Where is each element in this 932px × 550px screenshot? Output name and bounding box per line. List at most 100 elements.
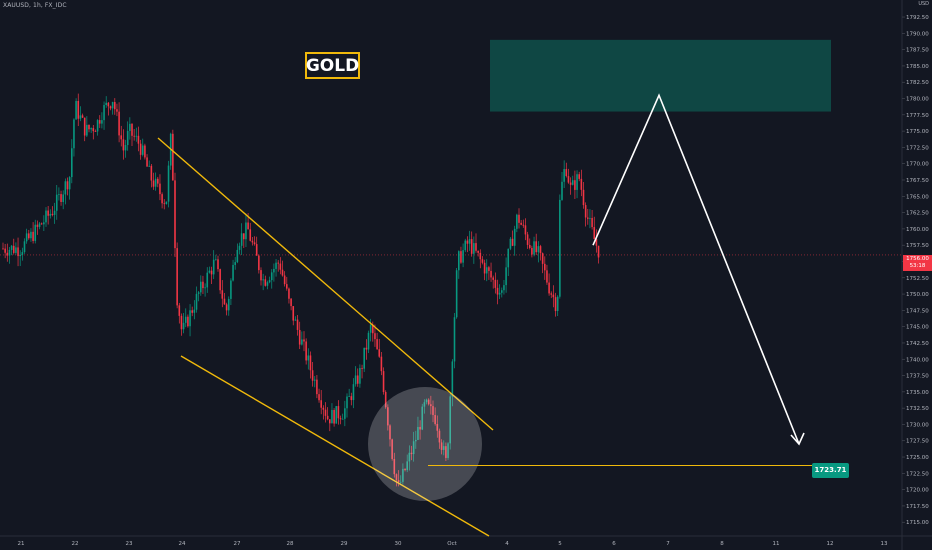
- candle-body: [111, 102, 114, 109]
- candle-body: [53, 210, 56, 215]
- candle-body: [466, 240, 469, 244]
- candle-body: [576, 174, 578, 190]
- candle-body: [337, 406, 340, 419]
- candle-body: [554, 297, 557, 312]
- candle-body: [518, 214, 520, 223]
- candle-body: [571, 180, 574, 185]
- candle-body: [485, 267, 488, 274]
- candle-body: [182, 322, 185, 330]
- candle-body: [389, 425, 391, 440]
- candle-body: [591, 217, 593, 228]
- candle-body: [204, 287, 206, 289]
- candle-body: [210, 270, 213, 275]
- candle-body: [498, 292, 501, 295]
- candle-body: [217, 259, 219, 270]
- candle-body: [187, 316, 189, 327]
- price-tick-label: 1735.00: [906, 390, 929, 396]
- candle-body: [445, 446, 447, 458]
- time-tick-label: 30: [395, 541, 402, 547]
- candle-body: [537, 246, 540, 253]
- candle-body: [376, 339, 378, 350]
- candle-body: [232, 264, 234, 281]
- candle-body: [322, 407, 325, 410]
- price-tick-label: 1745.00: [906, 325, 929, 331]
- candle-body: [51, 213, 54, 215]
- candle-body: [313, 379, 316, 381]
- candle-body: [255, 244, 258, 256]
- candle-body: [240, 233, 243, 246]
- candle-body: [329, 419, 331, 424]
- candle-body: [150, 165, 153, 181]
- price-tick-label: 1742.50: [906, 341, 929, 347]
- candle-body: [522, 224, 525, 226]
- candle-body: [122, 139, 125, 151]
- candle-body: [38, 223, 41, 227]
- candle-body: [238, 245, 241, 250]
- candle-body: [165, 201, 168, 205]
- candle-body: [2, 248, 4, 250]
- candle-body: [541, 253, 544, 264]
- candle-body: [520, 222, 522, 225]
- candle-body: [133, 135, 135, 137]
- candle-body: [550, 293, 553, 295]
- candle-body: [473, 243, 475, 254]
- price-tick-label: 1722.50: [906, 471, 929, 477]
- candle-body: [511, 238, 514, 246]
- candle-body: [369, 324, 372, 333]
- candle-body: [137, 135, 140, 144]
- candle-body: [144, 145, 146, 158]
- candle-body: [533, 241, 535, 255]
- candle-body: [341, 418, 344, 420]
- candle-body: [195, 293, 198, 310]
- candle-body: [215, 259, 217, 261]
- time-tick-label: 21: [18, 541, 25, 547]
- candle-body: [34, 224, 37, 241]
- candle-body: [260, 270, 262, 281]
- candle-body: [346, 396, 348, 409]
- current-price-value: 1756.00: [906, 256, 929, 262]
- candle-body: [539, 246, 542, 254]
- candle-body: [92, 128, 95, 132]
- candle-body: [404, 468, 406, 471]
- price-tick-label: 1730.00: [906, 422, 929, 428]
- price-axis[interactable]: 1792.50 1790.00 1787.50 1785.00 1782.50 1780.…: [902, 15, 929, 526]
- time-tick-label: 22: [72, 541, 79, 547]
- time-tick-label: 7: [666, 541, 670, 547]
- candle-body: [206, 272, 209, 288]
- candle-body: [311, 370, 314, 381]
- candle-body: [219, 269, 221, 291]
- candle-body: [159, 183, 161, 195]
- arrow-head: [790, 432, 805, 446]
- candle-body: [124, 145, 127, 151]
- candle-body: [305, 341, 307, 361]
- candle-body: [406, 461, 408, 471]
- candle-body: [77, 100, 80, 119]
- candle-body: [275, 262, 277, 269]
- candle-body: [326, 415, 329, 420]
- candle-body: [593, 227, 596, 240]
- candle-body: [176, 248, 178, 306]
- candle-body: [172, 133, 174, 181]
- price-tick-label: 1727.50: [906, 439, 929, 445]
- candle-body: [45, 210, 47, 223]
- candle-body: [58, 194, 60, 195]
- candle-body: [417, 426, 419, 440]
- candle-body: [225, 304, 228, 311]
- candle-body: [567, 176, 570, 183]
- candle-body: [423, 402, 426, 407]
- price-tick-label: 1762.50: [906, 211, 929, 217]
- price-tick-label: 1777.50: [906, 113, 929, 119]
- candle-body: [25, 233, 28, 242]
- candle-body: [49, 213, 52, 216]
- candle-body: [94, 131, 97, 132]
- candle-body: [352, 384, 355, 401]
- symbol-label[interactable]: XAUUSD, 1h, FX_IDC: [3, 2, 67, 9]
- candle-body: [595, 239, 598, 246]
- candle-body: [320, 400, 322, 408]
- time-axis[interactable]: 21 22 23 24 27 28 29 30 Oct 4 5 6 7 8 11 12 13: [18, 541, 888, 547]
- candle-body: [157, 178, 159, 184]
- price-tick-label: 1750.00: [906, 292, 929, 298]
- candle-body: [193, 309, 196, 313]
- candle-body: [408, 452, 411, 462]
